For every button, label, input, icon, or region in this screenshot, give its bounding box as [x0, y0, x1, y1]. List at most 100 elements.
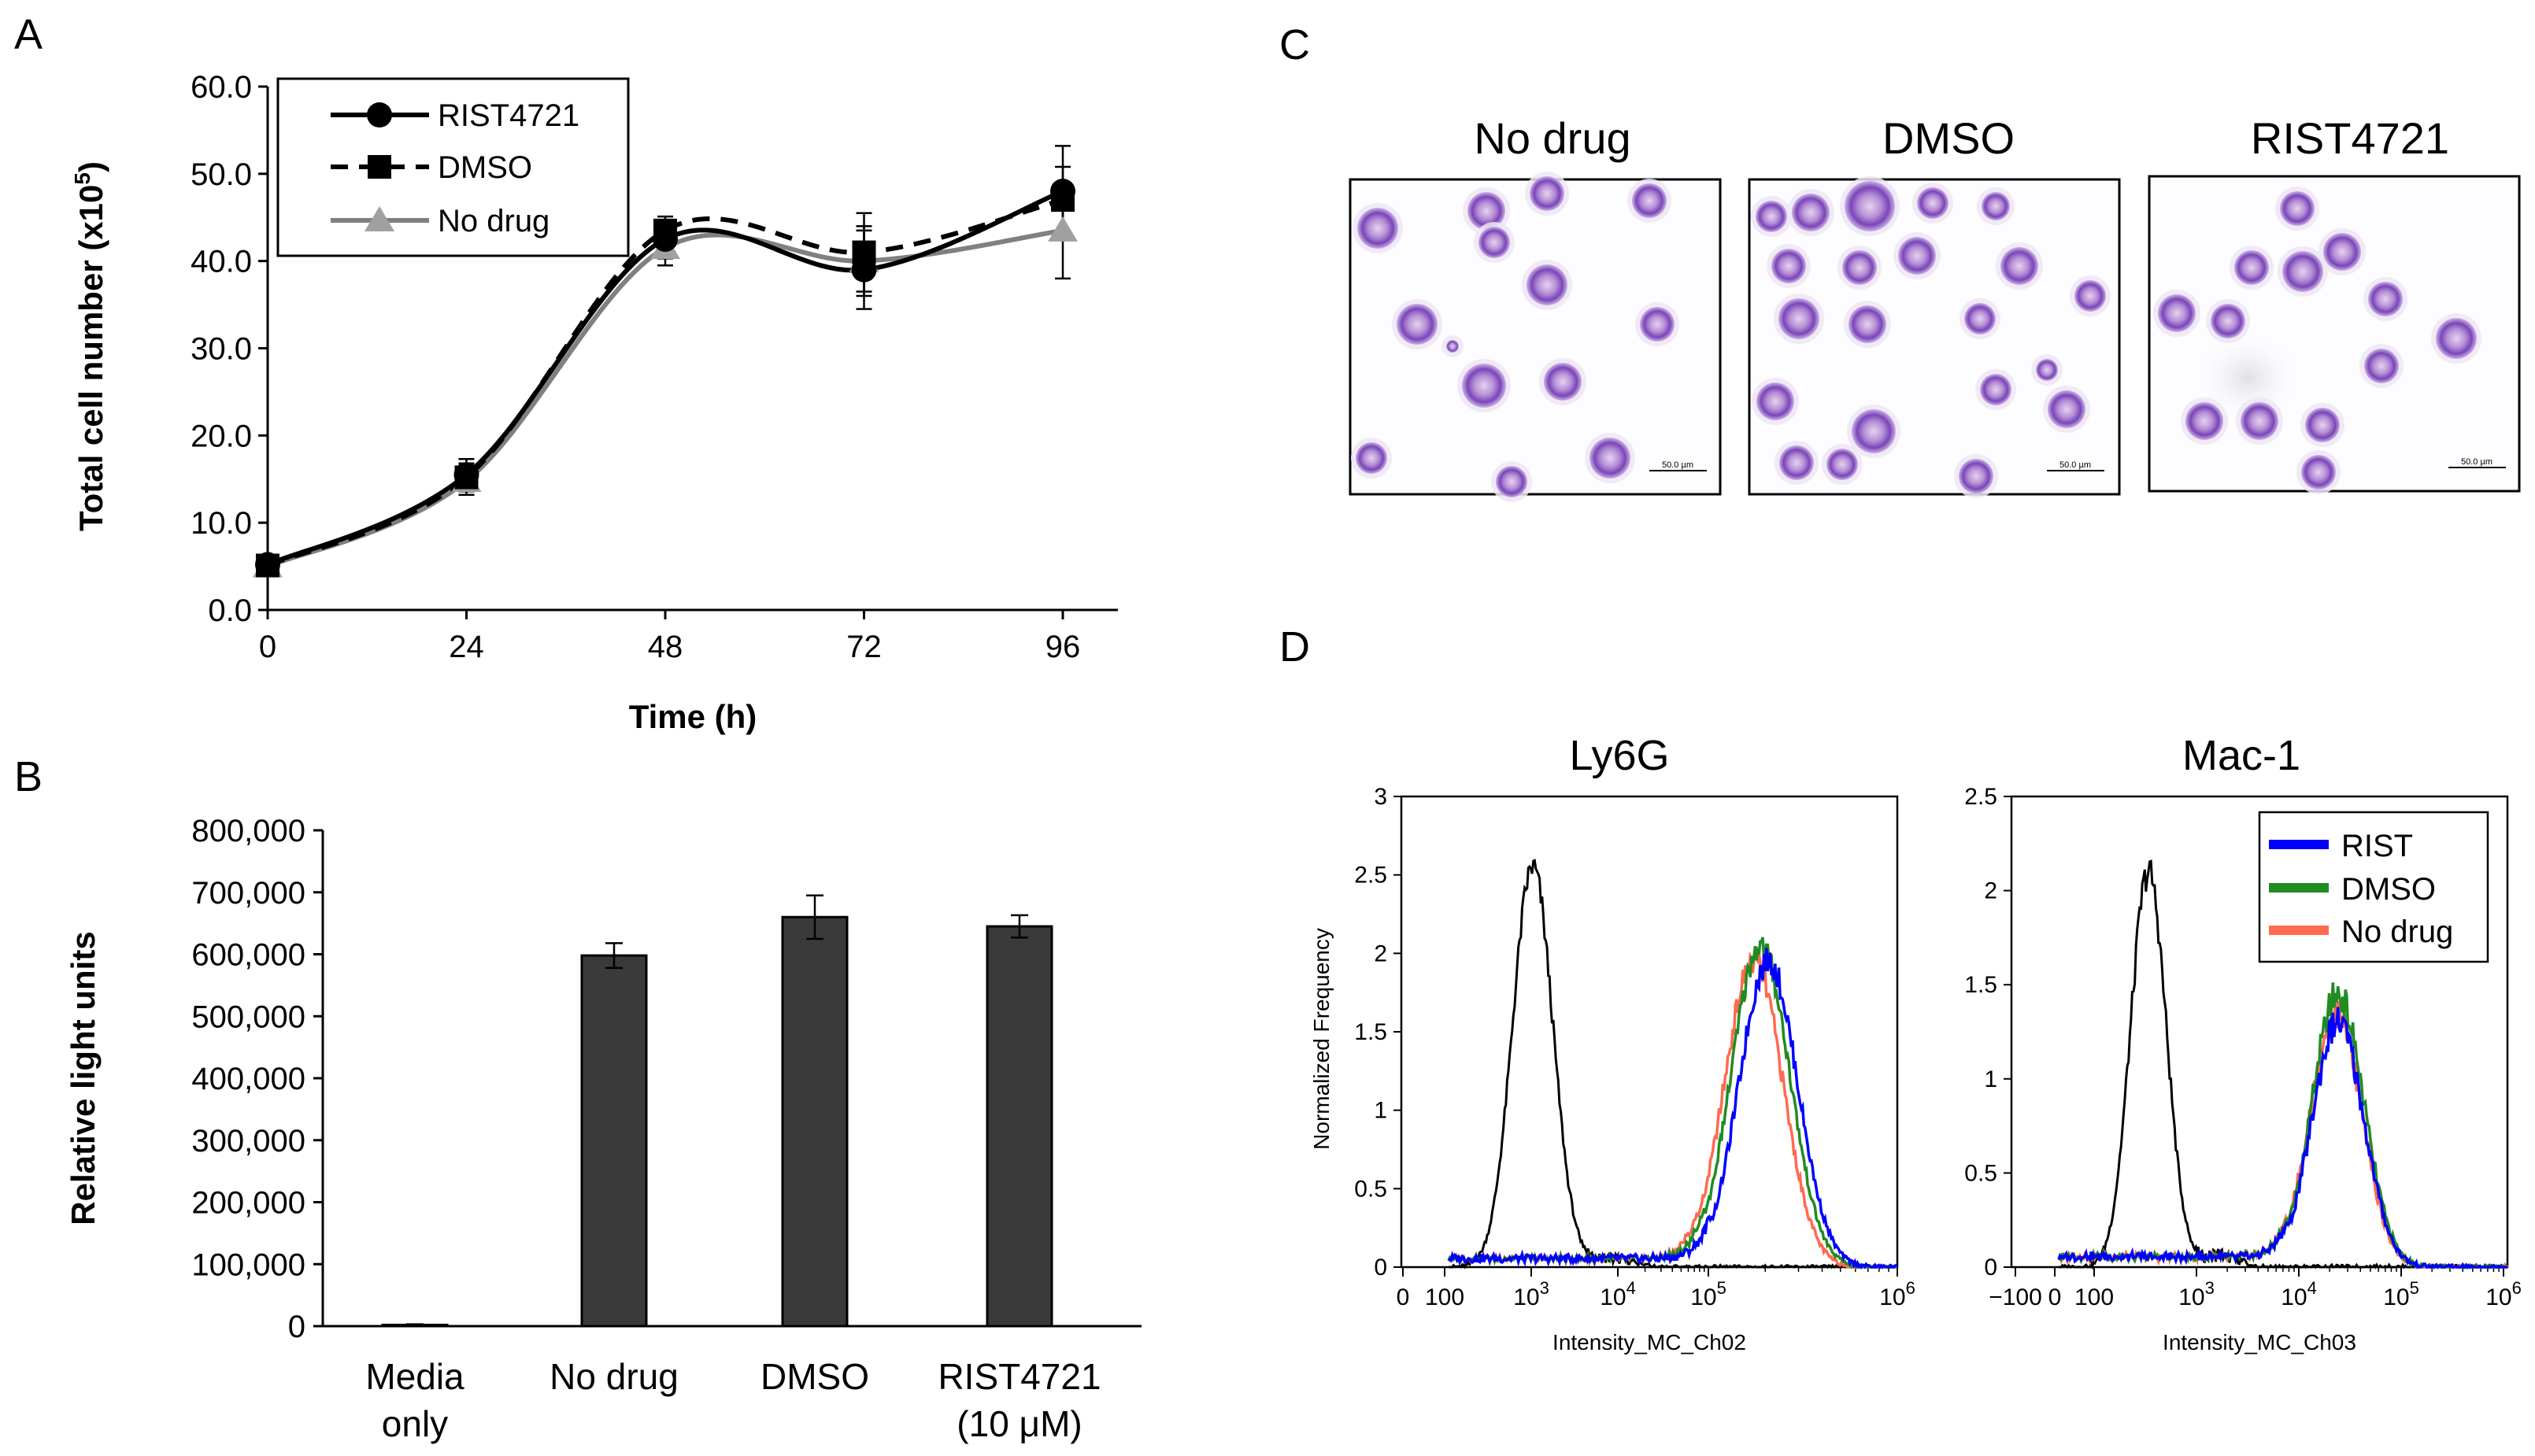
x-tick-label: 72 [846, 630, 882, 664]
cell-nucleus [1982, 192, 2010, 220]
x-tick-exp: 4 [2307, 1278, 2317, 1298]
x-tick-base: 10 [1600, 1284, 1626, 1310]
x-tick-label: 100 [1425, 1284, 1464, 1310]
y-tick-label: 1 [1984, 1066, 1997, 1092]
cell-nucleus [1771, 249, 1806, 283]
scale-bar-label: 50.0 µm [1662, 460, 1693, 470]
cell-nucleus [1779, 445, 1814, 480]
legend-box [276, 77, 630, 257]
data-point-rist4721 [851, 257, 877, 283]
cell-nucleus [1845, 181, 1895, 231]
category-label: RIST4721 [938, 1356, 1101, 1397]
x-tick-label: 105 [2383, 1278, 2419, 1310]
x-tick-label: 103 [1513, 1278, 1549, 1310]
y-tick-label: 0.0 [208, 593, 252, 628]
category-label-line2: only [382, 1403, 448, 1444]
micrograph-rist4721: RIST4721 50.0 µm [2148, 113, 2521, 494]
y-tick-label: 600,000 [191, 938, 305, 973]
cell-nucleus [2036, 359, 2058, 381]
x-tick-exp: 4 [1626, 1278, 1636, 1298]
category-label: No drug [550, 1356, 679, 1397]
panel-letter-a: A [14, 11, 43, 58]
y-tick-label: 3 [1374, 784, 1387, 810]
legend-label-no-drug: No drug [2341, 915, 2453, 949]
bar [781, 915, 849, 1328]
y-axis-title: Total cell number (x105) [70, 161, 109, 531]
x-tick-label: 106 [2485, 1278, 2522, 1310]
y-tick-label: 0.5 [1964, 1160, 1997, 1186]
data-point-rist4721 [1050, 179, 1075, 204]
cell-nucleus [2368, 282, 2403, 316]
x-axis-title: Time (h) [629, 698, 757, 735]
cell-nucleus [1792, 194, 1830, 231]
y-tick-label: 0 [288, 1310, 305, 1344]
scale-bar-label: 50.0 µm [2059, 460, 2091, 470]
cell-nucleus [1632, 183, 1667, 218]
x-tick-label: −100 [1989, 1284, 2042, 1310]
cell-nucleus [1852, 409, 1896, 453]
cell-nucleus [1640, 307, 1675, 342]
legend-label-rist: RIST [2341, 829, 2413, 863]
legend-marker-triangle [365, 206, 394, 231]
series-line-no-drug [266, 227, 1064, 569]
cell-nucleus [2301, 455, 2336, 490]
y-tick-label: 400,000 [191, 1062, 305, 1096]
x-tick-exp: 3 [1540, 1278, 1549, 1298]
x-tick-base: 10 [2281, 1284, 2307, 1310]
legend-label-rist4721: RIST4721 [438, 98, 579, 133]
y-tick-label: 1.5 [1964, 972, 1997, 998]
histogram-mac1: 00.511.522.5−100 0 100 103 104 105 106 Intensi… [1964, 784, 2522, 1354]
x-tick-exp: 5 [2410, 1278, 2419, 1298]
luminescence-bar-chart: 0 100,000 200,000 300,000 400,000 500,000 600,… [65, 814, 1142, 1444]
micrograph-dmso: DMSO 50.0 µm [1748, 113, 2121, 498]
legend-label-no-drug: No drug [438, 204, 550, 238]
growth-curve-chart: 0.0 10.0 20.0 30.0 40.0 50.0 60.0 0 24 48 72 96 Ti… [70, 70, 1118, 735]
histogram-curve-isotype-control [1449, 859, 1898, 1269]
x-tick-exp: 3 [2205, 1278, 2215, 1298]
cell-nucleus [1527, 264, 1567, 305]
data-point-rist4721 [255, 552, 280, 578]
cell-nucleus [2158, 294, 2196, 332]
cell-nucleus [2185, 402, 2223, 440]
x-tick-label: 105 [1690, 1278, 1726, 1310]
x-tick-label: 103 [2178, 1278, 2215, 1310]
y-tick-label: 100,000 [191, 1247, 305, 1282]
histogram-title-mac1: Mac-1 [2182, 732, 2300, 779]
x-tick-base: 0 [2048, 1284, 2062, 1310]
histogram-curve-rist [2057, 1007, 2507, 1270]
y-axis-title-sup: 5 [70, 172, 94, 185]
category-label: Media [365, 1356, 464, 1397]
x-axis-title: Intensity_MC_Ch02 [1552, 1330, 1746, 1354]
x-tick-label: 104 [2281, 1278, 2317, 1310]
cell-nucleus [1496, 466, 1527, 497]
x-tick-label: 24 [449, 630, 484, 664]
cell-nucleus [1357, 208, 1398, 249]
y-tick-label: 1.5 [1354, 1019, 1387, 1045]
data-point-rist4721 [453, 462, 479, 488]
x-axis-title: Intensity_MC_Ch03 [2163, 1330, 2356, 1354]
y-tick-label: 0 [1984, 1255, 1997, 1280]
flow-cytometry-panel: Ly6G Mac-1 00.511.522.530 100 103 104 105 106… [1309, 732, 2522, 1354]
x-tick-base: 10 [1879, 1284, 1905, 1310]
panel-letter-d: D [1279, 623, 1310, 671]
x-tick-label: 0 [1397, 1284, 1410, 1310]
cell-nucleus [1959, 459, 1993, 493]
legend: RIST4721 DMSO No drug [276, 77, 630, 257]
cell-nucleus [2211, 304, 2245, 338]
cell-nucleus [1756, 201, 1787, 232]
legend: RIST DMSO No drug [2258, 811, 2489, 963]
cell-nucleus [1446, 340, 1459, 353]
y-tick-label: 1 [1374, 1098, 1387, 1124]
y-tick-label: 2.5 [1964, 784, 1997, 810]
y-tick-label: 200,000 [191, 1186, 305, 1221]
cell-nucleus [1826, 449, 1858, 480]
x-tick-label: 106 [1879, 1278, 1915, 1310]
legend-marker-square [368, 155, 391, 179]
histogram-ly6g: 00.511.522.530 100 103 104 105 106 Intensity_… [1309, 784, 1915, 1354]
micrograph-title: DMSO [1882, 113, 2015, 163]
x-tick-label: 100 [2074, 1284, 2114, 1310]
y-tick-label: 700,000 [191, 876, 305, 911]
cell-nucleus [2234, 250, 2269, 285]
histogram-curve-rist [1447, 948, 1899, 1269]
y-tick-label: 500,000 [191, 1000, 305, 1034]
